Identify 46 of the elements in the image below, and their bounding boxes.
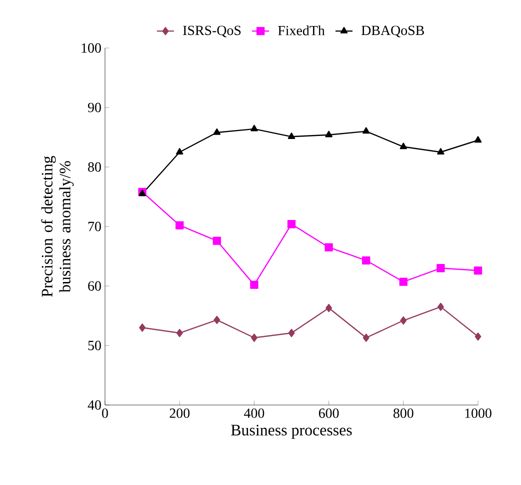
- y-tick-label: 100: [82, 43, 101, 53]
- point: [176, 148, 184, 154]
- point: [212, 236, 221, 245]
- point: [474, 332, 482, 341]
- point: [436, 264, 445, 272]
- point: [213, 128, 221, 135]
- point: [400, 316, 407, 325]
- point: [250, 280, 258, 289]
- legend-label: ISRS-QoS: [183, 26, 241, 38]
- y-tick-label: 90: [88, 102, 101, 112]
- x-tick-label: 600: [318, 408, 339, 418]
- point: [325, 130, 332, 138]
- point: [324, 243, 333, 252]
- point: [362, 127, 370, 134]
- y-axis-title: Precision of detecting business anomaly/%: [41, 156, 74, 297]
- x-tick-label: 800: [393, 408, 414, 418]
- x-tick-label: 1000: [465, 408, 492, 418]
- y-tick-label: 40: [88, 400, 101, 410]
- point: [250, 334, 258, 342]
- point: [288, 328, 295, 338]
- x-tick-label: 400: [244, 408, 264, 418]
- point: [474, 266, 482, 275]
- point: [250, 124, 258, 132]
- y-tick-label: 70: [88, 222, 101, 232]
- legend-label: FixedTh: [278, 25, 325, 36]
- point: [437, 302, 444, 311]
- y-tick-label: 80: [88, 162, 101, 172]
- point: [474, 136, 482, 143]
- x-tick-label: 200: [170, 408, 190, 418]
- point: [288, 132, 296, 139]
- point: [326, 304, 332, 312]
- legend-label: DBAQoSB: [362, 26, 424, 38]
- point: [400, 142, 408, 150]
- point: [399, 278, 408, 286]
- point: [214, 316, 220, 324]
- y-tick-label: 50: [88, 340, 101, 350]
- x-axis-title: Business processes: [231, 424, 352, 439]
- y-tick-label: 60: [88, 281, 101, 291]
- point: [139, 324, 146, 332]
- point: [362, 256, 370, 264]
- point: [176, 221, 184, 230]
- point: [437, 148, 444, 154]
- point: [287, 220, 296, 228]
- point: [176, 328, 183, 338]
- x-tick-label: 0: [102, 408, 108, 418]
- point: [362, 334, 370, 342]
